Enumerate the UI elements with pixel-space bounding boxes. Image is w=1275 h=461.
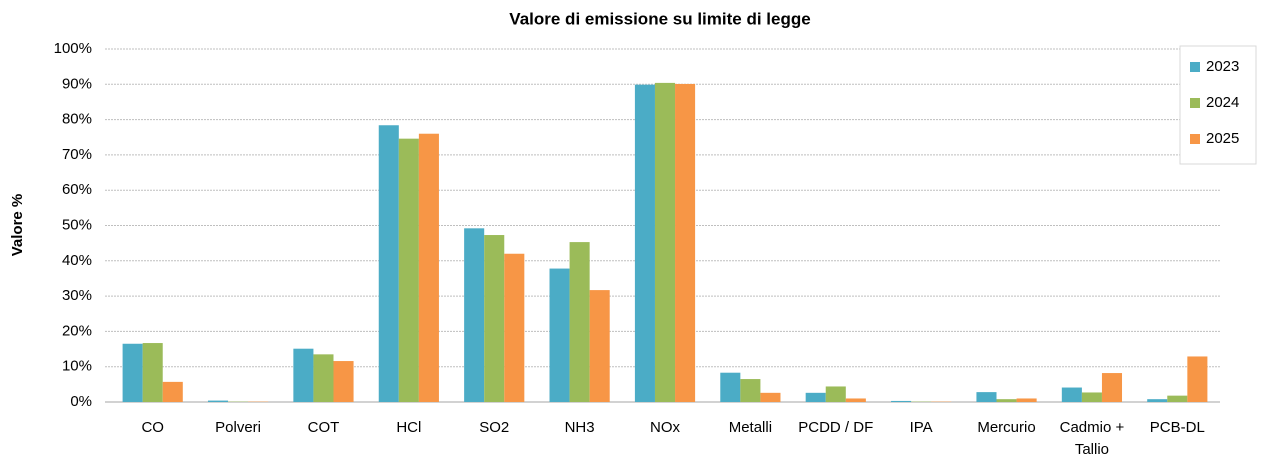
x-tick-label: IPA — [910, 419, 933, 436]
bar — [825, 386, 846, 402]
y-tick-label: 10% — [62, 358, 92, 375]
bar — [740, 379, 761, 402]
chart-title: Valore di emissione su limite di legge — [509, 9, 810, 28]
bar — [1016, 398, 1037, 402]
bar — [1061, 387, 1082, 402]
bar — [333, 361, 354, 402]
legend-label: 2023 — [1206, 58, 1239, 75]
bar — [162, 381, 183, 402]
bar — [378, 125, 399, 403]
bar — [675, 83, 696, 403]
y-tick-label: 20% — [62, 322, 92, 339]
y-tick-label: 50% — [62, 216, 92, 233]
legend-swatch — [1190, 98, 1200, 108]
y-tick-label: 80% — [62, 111, 92, 128]
bar — [891, 400, 912, 402]
bar — [805, 392, 826, 402]
bar — [1187, 356, 1208, 402]
bar — [1147, 399, 1168, 402]
bar — [760, 392, 781, 402]
bar — [976, 392, 997, 402]
x-tick-label: PCDD / DF — [798, 419, 873, 436]
x-tick-label: Cadmio + Tallio — [1060, 419, 1125, 458]
bar — [589, 290, 610, 402]
bar — [142, 343, 163, 402]
bar — [293, 348, 314, 402]
y-axis-label: Valore % — [9, 194, 26, 257]
bar — [504, 253, 525, 402]
x-tick-label: PCB-DL — [1150, 419, 1205, 436]
y-tick-label: 30% — [62, 287, 92, 304]
x-tick-label: Metalli — [729, 419, 772, 436]
bar — [634, 84, 655, 402]
bar — [484, 235, 505, 402]
legend-label: 2024 — [1206, 94, 1239, 111]
bar — [549, 268, 570, 402]
bar — [569, 242, 590, 402]
y-tick-label: 0% — [70, 393, 92, 410]
bar — [122, 343, 143, 402]
legend-swatch — [1190, 62, 1200, 72]
y-tick-label: 60% — [62, 181, 92, 198]
bar — [313, 354, 334, 402]
legend-swatch — [1190, 134, 1200, 144]
y-tick-label: 40% — [62, 252, 92, 269]
x-tick-label: SO2 — [479, 419, 509, 436]
y-tick-label: 100% — [54, 40, 92, 57]
y-tick-label: 90% — [62, 75, 92, 92]
bar — [398, 138, 419, 403]
legend-label: 2025 — [1206, 130, 1239, 147]
x-tick-label: NH3 — [565, 419, 595, 436]
y-tick-label: 70% — [62, 146, 92, 163]
bar — [1101, 373, 1123, 402]
x-tick-label: Mercurio — [977, 419, 1035, 436]
x-tick-label: Polveri — [215, 419, 261, 436]
bar — [207, 400, 229, 402]
bar — [720, 372, 741, 402]
bar — [654, 82, 676, 402]
x-tick-label: COT — [308, 419, 340, 436]
bar — [1167, 395, 1188, 402]
bar — [1081, 392, 1102, 402]
bar — [996, 399, 1017, 402]
bar — [418, 133, 439, 402]
bar — [845, 398, 866, 402]
bar — [464, 228, 485, 402]
x-tick-label: NOx — [650, 419, 681, 436]
x-tick-label: CO — [141, 419, 164, 436]
x-tick-label: HCl — [396, 419, 421, 436]
